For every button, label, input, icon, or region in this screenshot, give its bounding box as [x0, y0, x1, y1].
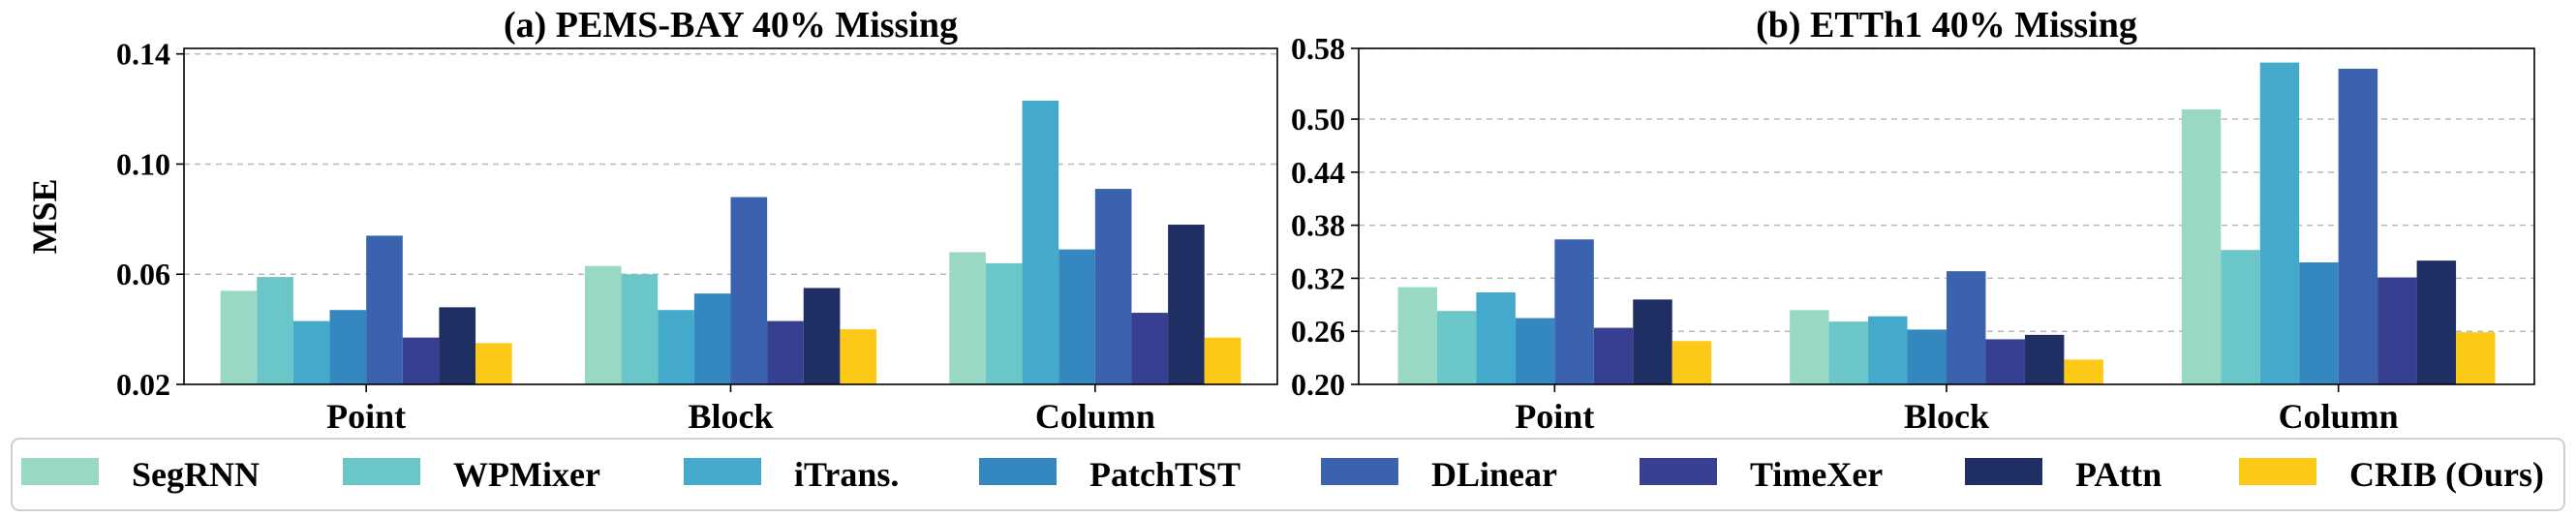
bar-patchtst-column [1058, 249, 1095, 384]
x-tick-label-column: Column [2279, 397, 2399, 436]
bar-segrnn-column [2181, 109, 2222, 384]
y-tick-label: 0.06 [116, 257, 170, 291]
x-tick-label-point: Point [1515, 397, 1594, 436]
bar-itrans-block [658, 310, 694, 384]
y-tick-label: 0.14 [116, 37, 170, 72]
bar-timexer-point [402, 337, 440, 384]
bar-wpmixer-block [1828, 321, 1869, 384]
y-tick-label: 0.26 [1291, 314, 1345, 349]
legend-swatch-segrnn [21, 458, 99, 485]
y-tick-label: 0.32 [1291, 260, 1345, 295]
bar-dlinear-point [1554, 239, 1594, 384]
bar-crib-ours-block [2064, 359, 2103, 384]
bar-itrans-point [1476, 292, 1516, 384]
bar-pattn-block [2024, 334, 2065, 384]
bar-wpmixer-point [1436, 311, 1477, 384]
bar-segrnn-block [1790, 310, 1829, 384]
y-axis-label: MSE [25, 178, 64, 254]
y-tick-label: 0.20 [1291, 367, 1345, 402]
bar-timexer-column [2377, 277, 2417, 384]
bar-itrans-point [292, 320, 330, 384]
chart-title: (a) PEMS-BAY 40% Missing [504, 5, 958, 46]
bar-wpmixer-column [985, 262, 1023, 384]
legend-swatch-dlinear [1321, 458, 1398, 485]
bar-dlinear-column [2338, 69, 2378, 385]
bar-segrnn-block [584, 265, 622, 384]
bar-wpmixer-column [2221, 250, 2260, 384]
legend-swatch-itrans [684, 458, 761, 485]
legend-label: CRIB (Ours) [2349, 455, 2544, 494]
bar-itrans-column [1022, 101, 1059, 384]
bar-patchtst-point [329, 310, 367, 384]
bar-timexer-block [1985, 339, 2025, 384]
bar-segrnn-point [1397, 287, 1437, 384]
bar-wpmixer-point [257, 277, 293, 384]
bar-dlinear-block [730, 197, 768, 384]
bar-patchtst-point [1515, 318, 1555, 384]
bar-patchtst-block [1907, 329, 1947, 384]
x-tick-label-point: Point [326, 397, 406, 436]
bar-crib-ours-point [1671, 341, 1712, 384]
bar-crib-ours-point [475, 343, 512, 384]
chart-title: (b) ETTh1 40% Missing [1756, 5, 2137, 46]
y-tick-label: 0.58 [1291, 31, 1345, 66]
x-tick-label-block: Block [1904, 397, 1989, 436]
bar-timexer-point [1593, 327, 1634, 384]
bar-dlinear-column [1094, 189, 1132, 384]
y-tick-label: 0.02 [116, 367, 170, 402]
bar-patchtst-column [2299, 261, 2339, 384]
bar-pattn-point [439, 307, 476, 384]
bar-dlinear-block [1947, 271, 1986, 384]
bar-crib-ours-block [840, 329, 877, 384]
legend-label: DLinear [1431, 455, 1557, 494]
y-tick-label: 0.44 [1291, 155, 1345, 190]
bar-itrans-block [1868, 316, 1908, 384]
legend-swatch-patchtst [979, 458, 1057, 485]
legend-swatch-wpmixer [343, 458, 420, 485]
bar-dlinear-point [366, 235, 403, 384]
bar-wpmixer-block [621, 274, 659, 384]
legend-swatch-pattn [1965, 458, 2042, 485]
bar-segrnn-column [949, 252, 986, 384]
legend-swatch-timexer [1640, 458, 1717, 485]
bar-timexer-block [767, 320, 804, 384]
chart-panel-b: 0.20 0.26 0.32 0.38 0.44 0.50 0.58 Point Block Co… [1291, 5, 2535, 436]
bar-pattn-point [1633, 299, 1672, 384]
legend: SegRNN WPMixer iTrans. PatchTST DLinear TimeX… [11, 438, 2565, 511]
y-tick-label: 0.10 [116, 146, 170, 181]
x-tick-label-block: Block [688, 397, 773, 436]
legend-label: SegRNN [132, 455, 260, 494]
bar-pattn-column [2416, 260, 2457, 384]
legend-frame [11, 438, 2565, 511]
chart-panel-a: 0.02 0.06 0.10 0.14 Point Block Column (a) PEMS… [25, 5, 1278, 436]
bar-patchtst-block [693, 293, 731, 384]
bar-crib-ours-column [1204, 337, 1242, 384]
bar-timexer-column [1131, 313, 1169, 384]
bar-pattn-column [1168, 225, 1205, 384]
y-tick-label: 0.50 [1291, 102, 1345, 137]
legend-swatch-crib-ours [2239, 458, 2316, 485]
bar-pattn-block [803, 288, 841, 384]
bar-segrnn-point [220, 290, 258, 384]
bar-crib-ours-column [2456, 332, 2496, 384]
x-tick-label-column: Column [1035, 397, 1155, 436]
legend-label: TimeXer [1750, 455, 1883, 494]
legend-label: iTrans. [794, 455, 899, 494]
legend-label: PatchTST [1089, 455, 1241, 494]
legend-label: WPMixer [453, 455, 600, 494]
bar-itrans-column [2259, 62, 2300, 384]
legend-label: PAttn [2075, 455, 2162, 494]
y-tick-label: 0.38 [1291, 208, 1345, 243]
